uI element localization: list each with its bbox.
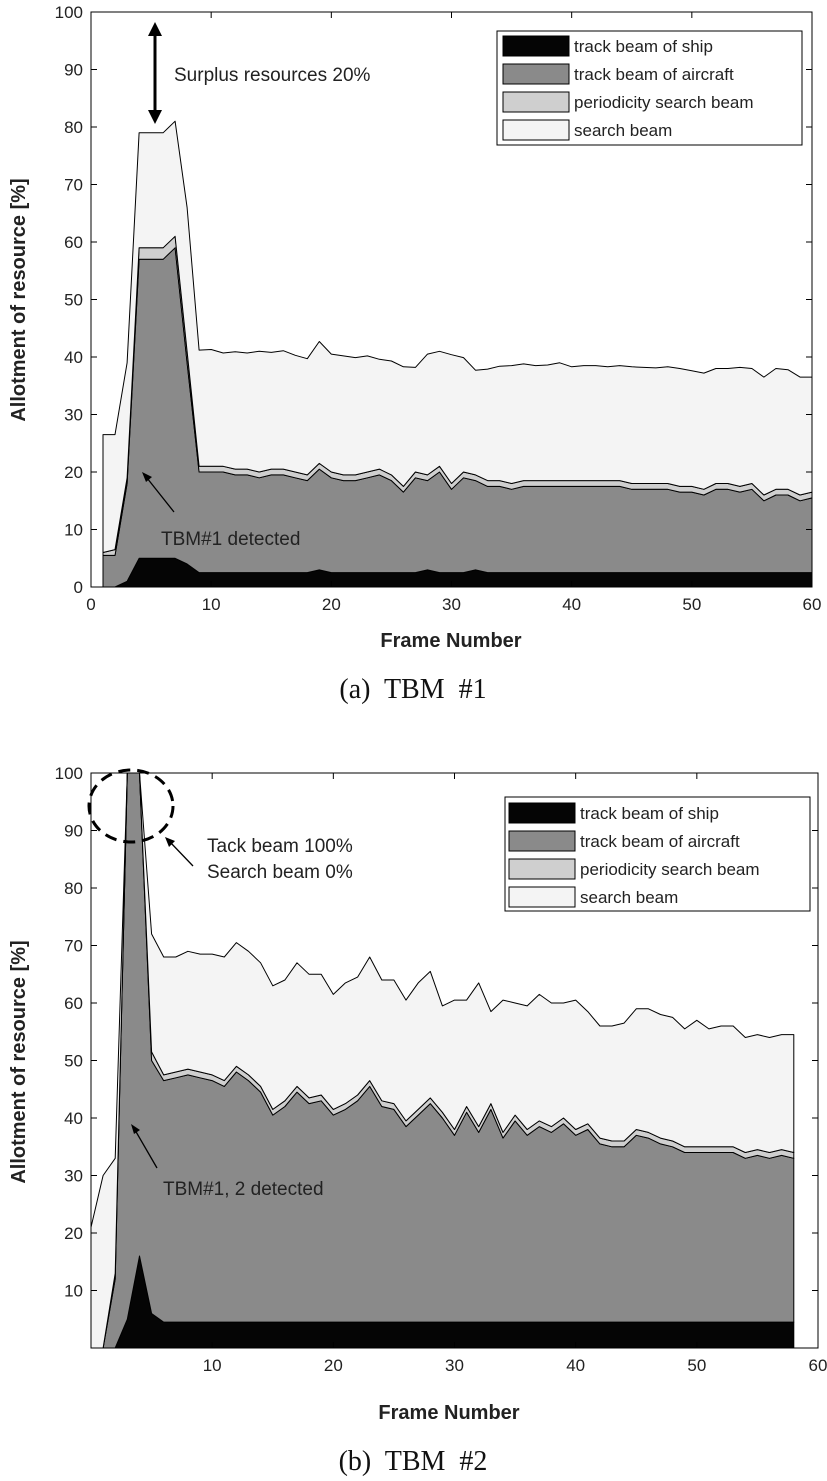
y-tick-label-30-a: 30 bbox=[64, 406, 83, 425]
surplus-arrow-head-top bbox=[148, 22, 162, 36]
legend-swatch-periodicity-b bbox=[508, 858, 576, 880]
x-tick-label-40-b: 40 bbox=[566, 1356, 585, 1375]
x-tick-label-40-a: 40 bbox=[562, 595, 581, 614]
legend-label-search-a: search beam bbox=[574, 121, 672, 140]
y-tick-label-50-b: 50 bbox=[64, 1052, 83, 1071]
y-tick-label-40-b: 40 bbox=[64, 1109, 83, 1128]
x-axis-label-a: Frame Number bbox=[380, 630, 521, 652]
annotation-tack-beam: Tack beam 100% bbox=[207, 836, 353, 857]
x-axis-label-b: Frame Number bbox=[378, 1402, 519, 1424]
legend-a: track beam of ship track beam of aircraf… bbox=[496, 30, 803, 146]
y-tick-label-70-a: 70 bbox=[64, 176, 83, 195]
legend-label-ship-a: track beam of ship bbox=[574, 37, 713, 56]
y-tick-label-30-b: 30 bbox=[64, 1167, 83, 1186]
legend-b: track beam of ship track beam of aircraf… bbox=[504, 796, 811, 912]
x-tick-label-20-b: 20 bbox=[324, 1356, 343, 1375]
y-tick-label-100-a: 100 bbox=[55, 3, 83, 22]
legend-label-aircraft-b: track beam of aircraft bbox=[580, 832, 740, 851]
legend-label-search-b: search beam bbox=[580, 888, 678, 907]
x-tick-label-50-a: 50 bbox=[682, 595, 701, 614]
surplus-arrow-head-bottom bbox=[148, 110, 162, 124]
legend-swatch-aircraft-b bbox=[508, 830, 576, 852]
axis-ticks-a: 0 10 20 30 40 50 60 70 80 90 100 0 10 20 30 40 50 60 bbox=[55, 3, 822, 614]
detected-arrow-head-a bbox=[142, 472, 152, 482]
x-tick-label-10-a: 10 bbox=[202, 595, 221, 614]
chart-panel-b: 10 20 30 40 50 60 70 80 90 100 10 20 30 40 50 60 Frame … bbox=[8, 764, 827, 1424]
annotation-tbm12-detected: TBM#1, 2 detected bbox=[163, 1179, 324, 1200]
x-tick-label-10-b: 10 bbox=[203, 1356, 222, 1375]
y-tick-label-60-b: 60 bbox=[64, 994, 83, 1013]
axis-ticks-b: 10 20 30 40 50 60 70 80 90 100 10 20 30 40 50 60 bbox=[55, 764, 827, 1375]
x-tick-label-20-a: 20 bbox=[322, 595, 341, 614]
x-tick-label-50-b: 50 bbox=[687, 1356, 706, 1375]
x-tick-label-30-a: 30 bbox=[442, 595, 461, 614]
legend-swatch-ship-a bbox=[502, 35, 570, 57]
legend-label-aircraft-a: track beam of aircraft bbox=[574, 65, 734, 84]
legend-label-periodicity-a: periodicity search beam bbox=[574, 93, 754, 112]
legend-label-periodicity-b: periodicity search beam bbox=[580, 860, 760, 879]
y-tick-label-70-b: 70 bbox=[64, 937, 83, 956]
tack-beam-arrow-head bbox=[165, 837, 175, 847]
chart-panel-a: 0 10 20 30 40 50 60 70 80 90 100 0 10 20 30 40 50 60 Fram… bbox=[8, 3, 821, 652]
y-tick-label-0-a: 0 bbox=[74, 578, 83, 597]
x-tick-label-60-a: 60 bbox=[803, 595, 822, 614]
legend-swatch-search-b bbox=[508, 886, 576, 908]
annotation-surplus-resources: Surplus resources 20% bbox=[174, 65, 371, 86]
y-tick-label-90-b: 90 bbox=[64, 822, 83, 841]
peak-dashed-ellipse bbox=[87, 768, 175, 844]
y-tick-label-10-b: 10 bbox=[64, 1282, 83, 1301]
legend-swatch-search-a bbox=[502, 119, 570, 141]
x-tick-label-60-b: 60 bbox=[809, 1356, 827, 1375]
y-axis-label-b: Allotment of resource [%] bbox=[8, 940, 30, 1183]
annotation-search-beam: Search beam 0% bbox=[207, 862, 353, 883]
y-tick-label-40-a: 40 bbox=[64, 348, 83, 367]
y-tick-label-100-b: 100 bbox=[55, 764, 83, 783]
x-tick-label-0-a: 0 bbox=[86, 595, 95, 614]
legend-swatch-ship-b bbox=[508, 802, 576, 824]
y-tick-label-80-a: 80 bbox=[64, 118, 83, 137]
caption-a: (a) TBM #1 bbox=[339, 674, 486, 705]
y-tick-label-80-b: 80 bbox=[64, 879, 83, 898]
detected-arrow-a bbox=[146, 477, 175, 513]
x-tick-label-30-b: 30 bbox=[445, 1356, 464, 1375]
tack-beam-arrow bbox=[169, 841, 194, 867]
detected-arrow-head-b bbox=[131, 1124, 140, 1134]
caption-b: (b) TBM #2 bbox=[339, 1446, 488, 1477]
y-axis-label-a: Allotment of resource [%] bbox=[8, 178, 30, 421]
y-tick-label-20-a: 20 bbox=[64, 463, 83, 482]
y-tick-label-10-a: 10 bbox=[64, 521, 83, 540]
legend-swatch-periodicity-a bbox=[502, 91, 570, 113]
y-tick-label-50-a: 50 bbox=[64, 291, 83, 310]
y-tick-label-60-a: 60 bbox=[64, 233, 83, 252]
y-tick-label-20-b: 20 bbox=[64, 1224, 83, 1243]
legend-swatch-aircraft-a bbox=[502, 63, 570, 85]
area-search-beam-b bbox=[90, 772, 795, 1349]
y-tick-label-90-a: 90 bbox=[64, 61, 83, 80]
detected-arrow-b bbox=[134, 1129, 158, 1169]
annotation-tbm1-detected: TBM#1 detected bbox=[161, 529, 300, 550]
legend-label-ship-b: track beam of ship bbox=[580, 804, 719, 823]
